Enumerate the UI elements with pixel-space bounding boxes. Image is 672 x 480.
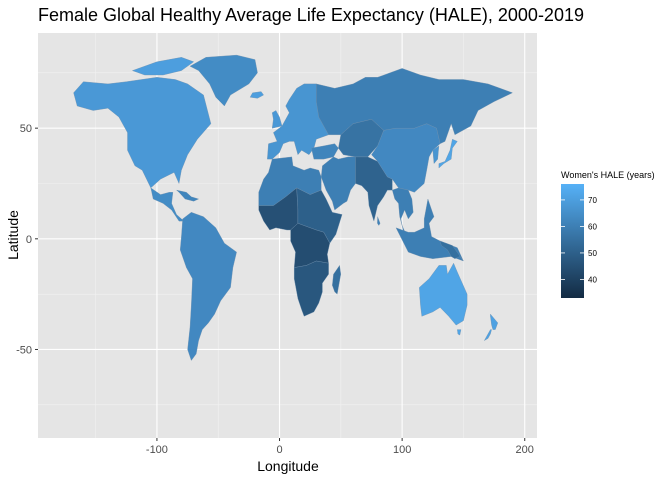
region-great-britain bbox=[272, 110, 283, 129]
region-new-guinea bbox=[439, 240, 464, 262]
legend-title: Women's HALE (years) bbox=[561, 170, 655, 180]
y-axis-title: Latitude bbox=[5, 210, 21, 260]
region-iceland bbox=[249, 91, 264, 99]
region-greenland bbox=[189, 54, 258, 107]
region-central-america bbox=[150, 187, 186, 222]
region-madagascar bbox=[332, 265, 341, 295]
x-axis-title: Longitude bbox=[257, 458, 319, 474]
region-korea bbox=[432, 145, 440, 164]
x-tick-label: 200 bbox=[516, 444, 534, 456]
region-caribbean bbox=[176, 189, 199, 202]
legend-tick-label: 60 bbox=[588, 222, 597, 231]
region-south-america bbox=[180, 212, 237, 361]
region-new-zealand-south-island bbox=[484, 329, 492, 341]
y-tick-label: 0 bbox=[26, 234, 32, 246]
legend-tick-label: 50 bbox=[588, 249, 597, 258]
region-southeast-asia bbox=[392, 187, 414, 237]
region-japan bbox=[438, 139, 458, 169]
x-tick-label: -100 bbox=[146, 444, 168, 456]
axes: -100 0 100 200 -50 0 50 bbox=[16, 123, 534, 456]
region-middle-east bbox=[321, 156, 356, 211]
chart-title: Female Global Healthy Average Life Expec… bbox=[38, 5, 584, 25]
country-layer bbox=[73, 54, 513, 361]
region-canadian-arctic bbox=[132, 57, 194, 76]
region-tasmania bbox=[457, 329, 462, 336]
x-tick-label: 100 bbox=[393, 444, 411, 456]
legend-tick-label: 40 bbox=[588, 275, 597, 284]
legend-colorbar bbox=[561, 184, 584, 298]
region-north-america bbox=[73, 77, 212, 189]
x-tick-label: 0 bbox=[276, 444, 282, 456]
region-new-zealand bbox=[490, 313, 498, 330]
y-tick-label: 50 bbox=[20, 123, 32, 135]
region-central-africa bbox=[290, 223, 330, 268]
region-sri-lanka bbox=[377, 216, 381, 226]
region-turkey-and-caucasus bbox=[311, 143, 339, 160]
region-southern-africa bbox=[294, 260, 329, 317]
region-australia bbox=[419, 263, 468, 326]
region-central-asia bbox=[338, 119, 384, 158]
legend-tick-label: 70 bbox=[588, 196, 597, 205]
y-tick-label: -50 bbox=[16, 344, 32, 356]
legend: Women's HALE (years) 40 50 60 70 bbox=[561, 170, 655, 298]
legend-ticks: 40 50 60 70 bbox=[561, 196, 597, 284]
region-china-and-mongolia bbox=[371, 123, 441, 193]
